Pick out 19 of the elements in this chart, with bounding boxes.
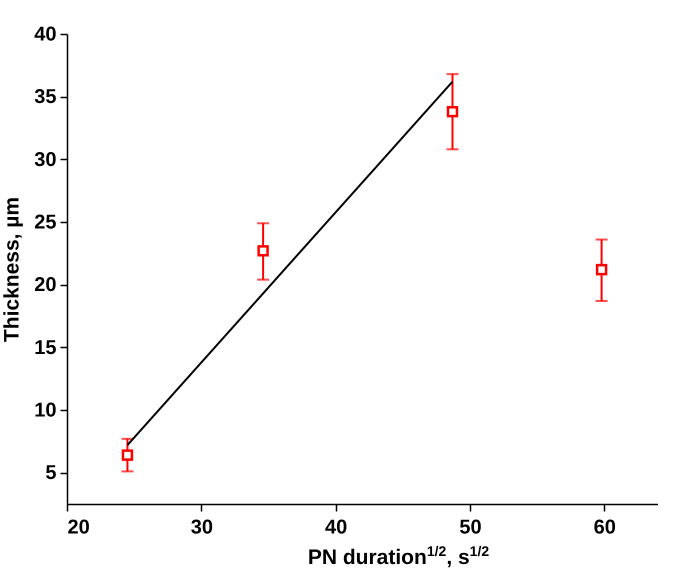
x-tick-label: 20 [68,516,90,538]
y-tick-label: 10 [34,400,56,422]
y-tick-label: 15 [34,336,56,359]
point [122,449,134,461]
x-tick-label: 40 [325,516,348,538]
y-tick-label: 40 [34,24,56,46]
y-axis-title: Thickness, µm [0,196,24,342]
y-tick-label: 20 [34,274,56,296]
x-tick-label: 60 [594,516,616,538]
y-tick-label: 25 [34,212,56,234]
y-tick-label: 5 [45,462,56,484]
point [446,106,458,118]
y-tick-label: 35 [34,86,56,108]
x-tick-label: 50 [459,516,482,538]
y-tick-label: 30 [34,148,56,171]
point [257,245,269,257]
x-axis-title: PN duration$^{1/2}$, s$^{1/2}$ [306,543,490,570]
point [596,264,608,276]
x-tick-label: 30 [190,516,213,538]
